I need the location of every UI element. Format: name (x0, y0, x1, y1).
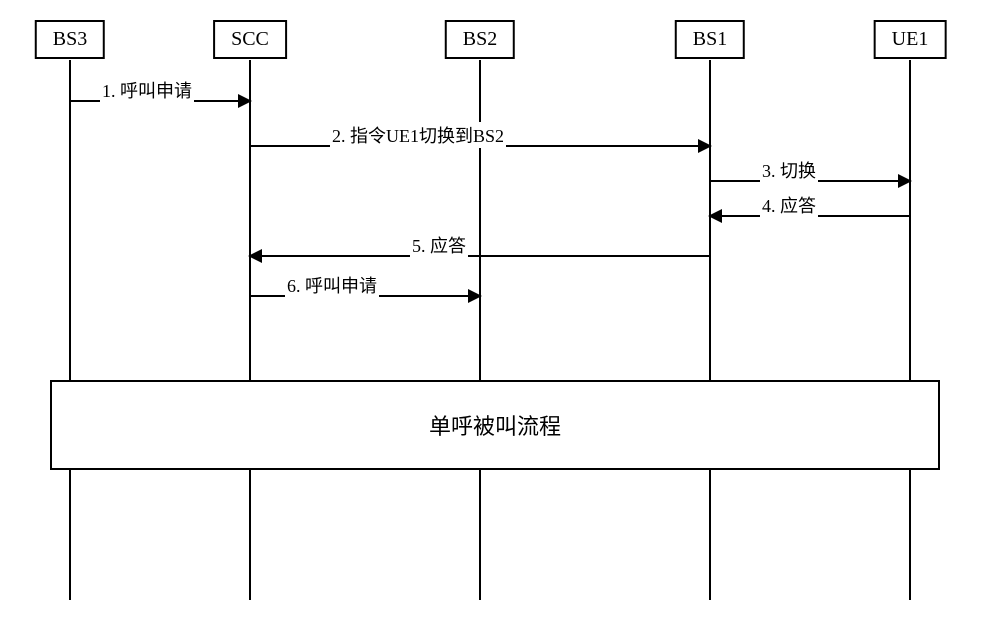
phase-label: 单呼被叫流程 (429, 409, 561, 441)
lifeline-bs3-lower (69, 470, 71, 600)
lifeline-bs2 (479, 60, 481, 380)
participant-box: SCC (213, 20, 287, 59)
participant-ue1: UE1 (874, 20, 947, 59)
lifeline-bs1-lower (709, 470, 711, 600)
message-3-label: 3. 切换 (760, 157, 818, 183)
lifeline-ue1 (909, 60, 911, 380)
lifeline-scc (249, 60, 251, 380)
message-1-label: 1. 呼叫申请 (100, 77, 194, 103)
participant-box: UE1 (874, 20, 947, 59)
lifeline-scc-lower (249, 470, 251, 600)
participant-box: BS3 (35, 20, 105, 59)
message-6-label: 6. 呼叫申请 (285, 272, 379, 298)
participant-box: BS1 (675, 20, 745, 59)
lifeline-bs3 (69, 60, 71, 380)
message-2-label: 2. 指令UE1切换到BS2 (330, 122, 506, 148)
message-4-label: 4. 应答 (760, 192, 818, 218)
participant-label: BS1 (693, 28, 727, 50)
lifeline-bs2-lower (479, 470, 481, 600)
participant-label: BS3 (53, 28, 87, 50)
participant-bs2: BS2 (445, 20, 515, 59)
participant-bs3: BS3 (35, 20, 105, 59)
participant-label: SCC (231, 28, 269, 50)
participant-label: UE1 (892, 28, 929, 50)
participant-box: BS2 (445, 20, 515, 59)
participant-label: BS2 (463, 28, 497, 50)
message-5 (250, 255, 710, 257)
participant-bs1: BS1 (675, 20, 745, 59)
lifeline-ue1-lower (909, 470, 911, 600)
sequence-diagram: BS3 SCC BS2 BS1 UE1 1. 呼叫申请 2. 指令UE1切换到B (40, 20, 960, 600)
message-5-label: 5. 应答 (410, 232, 468, 258)
participant-scc: SCC (213, 20, 287, 59)
phase-box: 单呼被叫流程 (50, 380, 940, 470)
